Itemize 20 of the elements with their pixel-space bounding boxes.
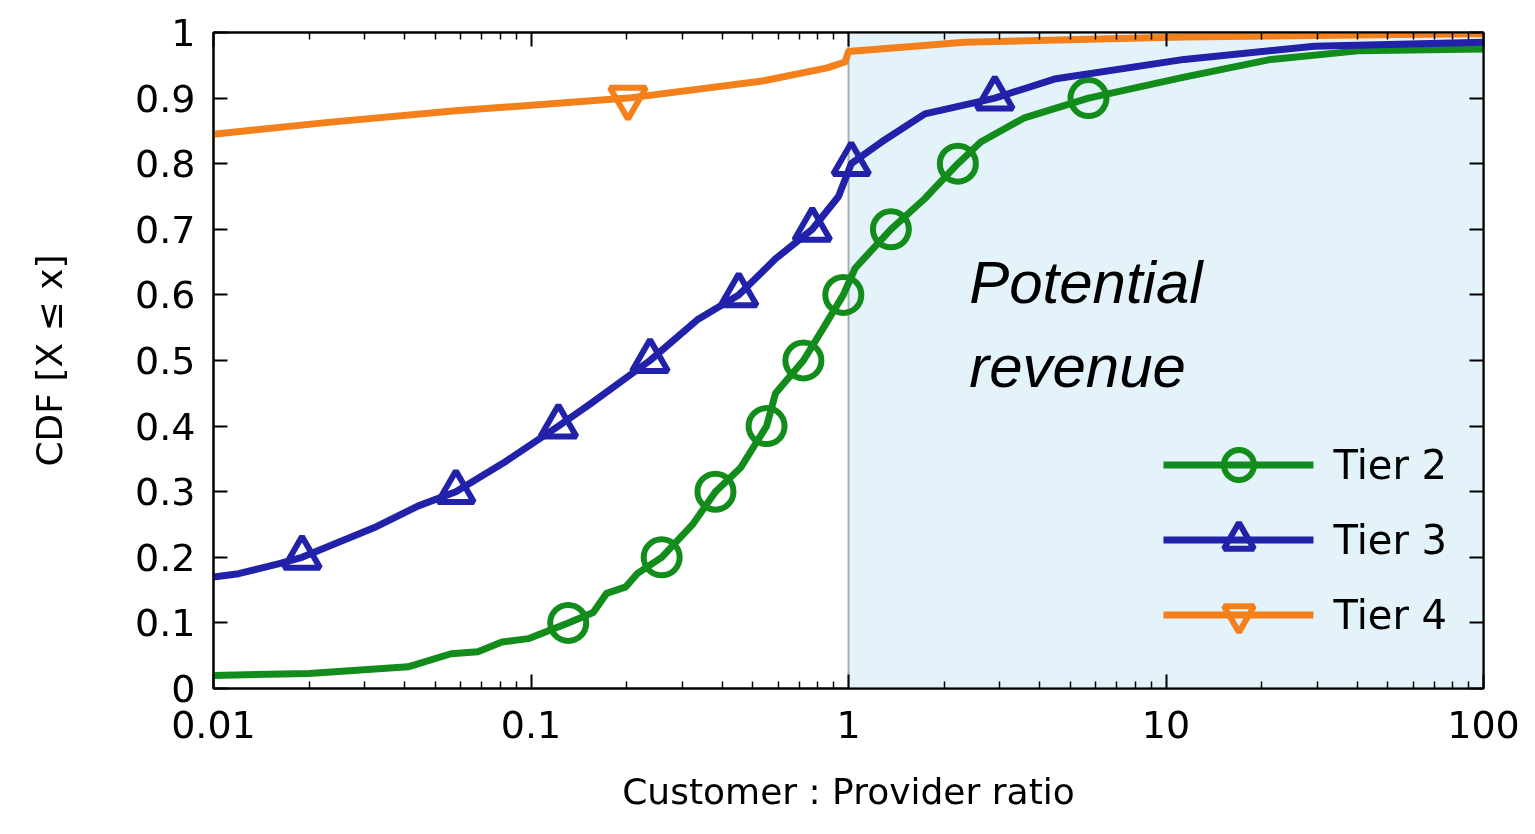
legend-label: Tier 4 — [1333, 591, 1447, 638]
y-tick-label: 0.4 — [135, 404, 196, 449]
y-tick-label: 0.3 — [135, 470, 196, 515]
y-tick-label: 1 — [171, 11, 196, 55]
legend-label: Tier 2 — [1333, 441, 1447, 488]
x-tick-label: 10 — [1141, 702, 1191, 747]
x-tick-label: 0.1 — [500, 702, 562, 747]
y-tick-label: 0.8 — [135, 142, 196, 187]
x-tick-label: 1 — [836, 702, 861, 747]
x-axis-title: Customer : Provider ratio — [622, 770, 1075, 812]
y-tick-label: 0.5 — [135, 339, 196, 383]
y-axis-title: CDF [X ≤ x] — [29, 254, 71, 467]
x-tick-label: 100 — [1447, 702, 1520, 747]
y-tick-label: 0.1 — [135, 601, 196, 646]
y-tick-label: 0.2 — [135, 535, 196, 580]
y-tick-label: 0.7 — [135, 207, 196, 252]
legend-label: Tier 3 — [1333, 516, 1447, 563]
y-tick-label: 0.9 — [135, 76, 196, 121]
y-tick-label: 0.6 — [135, 273, 196, 318]
band-label: Potential revenue — [969, 248, 1205, 400]
